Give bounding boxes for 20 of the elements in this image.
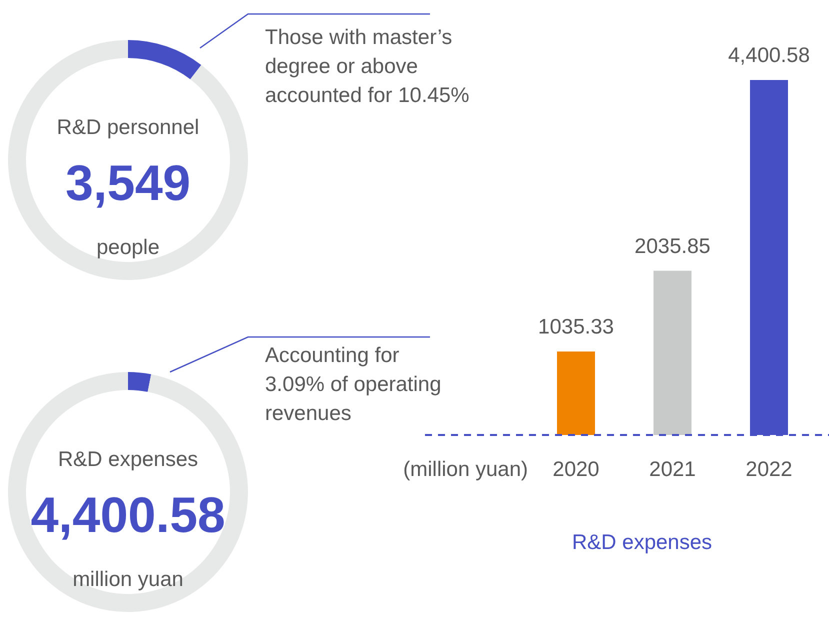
x-tick-label: 2022 (746, 458, 792, 481)
text: Those with master’s degree or above accounted for 10.45% (265, 26, 470, 107)
text: people (96, 236, 160, 259)
donut-slice (8, 372, 248, 612)
x-tick-label: 2021 (649, 458, 696, 481)
donut-slice (8, 40, 248, 280)
x-tick-label: 2020 (552, 458, 600, 481)
text: 3,549 (65, 155, 191, 211)
text: R&D expenses (58, 448, 198, 471)
text: Accounting for 3.09% of operating revenues (265, 344, 442, 425)
data-label: 4,400.58 (728, 44, 810, 67)
data-label: 1035.33 (538, 315, 614, 338)
text: (million yuan) (403, 458, 528, 481)
text: R&D personnel (56, 116, 200, 139)
text: 4,400.58 (30, 487, 226, 543)
donut-slice (128, 40, 202, 80)
x-axis-title: R&D expenses (572, 531, 712, 554)
data-label: 2035.85 (634, 234, 710, 258)
donut-slice (128, 372, 152, 392)
text: million yuan (72, 568, 184, 591)
